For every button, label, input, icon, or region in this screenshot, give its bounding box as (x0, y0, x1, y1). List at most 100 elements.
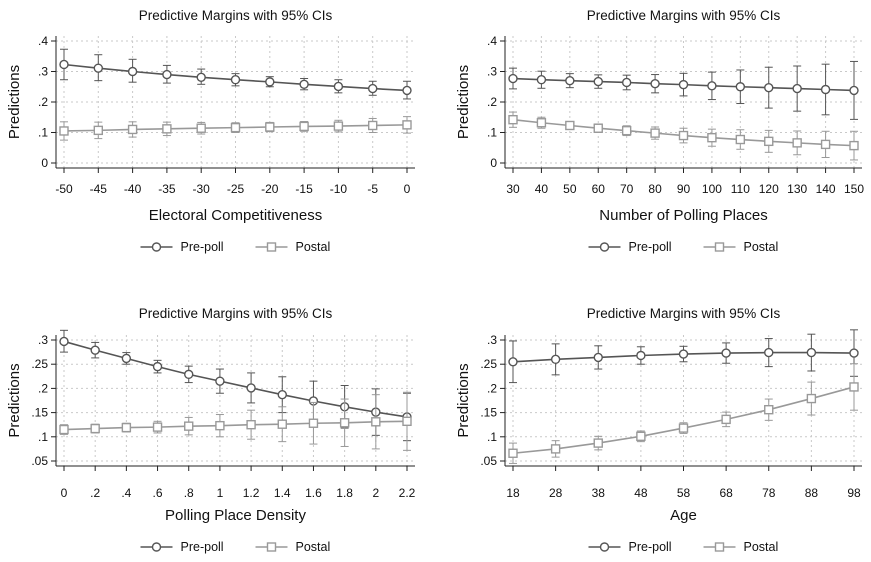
data-point (508, 73, 518, 84)
series-postal (508, 111, 859, 161)
chart-title: Predictive Margins with 95% CIs (587, 8, 781, 23)
data-point (402, 416, 412, 427)
x-tick-label: 70 (620, 182, 634, 196)
data-point (849, 348, 859, 358)
x-tick-label: 120 (759, 182, 779, 196)
y-tick-label: .15 (480, 406, 497, 420)
y-tick-label: .4 (487, 34, 497, 48)
data-point (735, 82, 746, 92)
data-point (508, 448, 518, 458)
data-point (162, 124, 172, 134)
data-point (246, 420, 256, 430)
data-point (90, 345, 100, 355)
data-point (308, 418, 319, 428)
y-tick-label: .15 (31, 406, 48, 420)
y-tick-label: .2 (38, 95, 48, 109)
data-point (650, 128, 660, 138)
x-axis-title: Polling Place Density (165, 507, 306, 524)
chart-title: Predictive Margins with 95% CIs (139, 306, 333, 321)
legend-marker (714, 542, 725, 552)
data-point (806, 393, 817, 404)
data-point (820, 84, 831, 95)
data-point (621, 77, 632, 88)
x-tick-label: 0 (404, 182, 411, 196)
chart-panel-4: Predictive Margins with 95% CIs .05 .1 .15.… (455, 306, 862, 554)
x-tick-label: -40 (124, 182, 142, 196)
y-tick-label: .3 (38, 333, 48, 347)
y-tick-label: .3 (487, 333, 497, 347)
data-point (621, 125, 632, 136)
x-tick-label: 140 (816, 182, 836, 196)
x-tick-label: 2.2 (399, 486, 416, 500)
x-tick-label: 1.6 (305, 486, 322, 500)
legend-label: Pre-poll (629, 540, 672, 554)
y-tick-label: .25 (480, 357, 497, 371)
data-point (184, 421, 194, 431)
data-point (593, 438, 603, 448)
legend-marker (599, 242, 610, 252)
y-axis-title: Predictions (6, 65, 23, 139)
data-point (764, 136, 774, 147)
data-point (196, 72, 206, 82)
data-point (230, 75, 241, 85)
legend-item-pre-poll: Pre-poll (588, 240, 672, 254)
y-tick-label: .1 (487, 430, 497, 444)
data-point (277, 389, 287, 400)
legend-item-pre-poll: Pre-poll (588, 540, 672, 554)
data-point (565, 75, 575, 86)
series-pre-poll (508, 329, 859, 384)
data-point (707, 132, 717, 143)
data-point (265, 77, 275, 87)
data-point (402, 85, 412, 96)
x-axis-title: Electoral Competitiveness (149, 207, 322, 224)
data-point (536, 75, 547, 85)
data-point (764, 82, 774, 93)
x-tick-label: 48 (634, 486, 648, 500)
data-point (402, 120, 412, 130)
y-axis-title: Predictions (455, 65, 472, 139)
data-point (678, 349, 689, 359)
data-point (764, 347, 774, 358)
x-tick-label: 30 (506, 182, 520, 196)
y-tick-label: .1 (38, 430, 48, 444)
data-point (121, 353, 132, 364)
chart-panel-1: Predictive Margins with 95% CIs 0 .1 .2 .3 .4… (6, 8, 415, 254)
data-point (121, 422, 132, 433)
series-postal (508, 363, 859, 464)
data-point (678, 130, 689, 141)
data-point (678, 79, 689, 90)
data-point (735, 134, 746, 145)
legend-label: Pre-poll (181, 540, 224, 554)
data-point (593, 352, 603, 363)
data-point (93, 63, 104, 73)
data-point (246, 383, 256, 393)
x-tick-label: 60 (592, 182, 606, 196)
data-point (299, 79, 309, 90)
x-tick-label: 78 (762, 486, 776, 500)
data-point (184, 369, 194, 380)
data-point (152, 361, 163, 372)
x-tick-label: 68 (719, 486, 733, 500)
y-tick-label: 0 (490, 156, 497, 170)
y-tick-label: .3 (487, 65, 497, 79)
x-tick-label: -30 (193, 182, 211, 196)
data-point (536, 118, 547, 128)
data-point (550, 354, 561, 365)
y-tick-label: .1 (38, 126, 48, 140)
x-tick-label: 1.4 (274, 486, 291, 500)
legend-marker (599, 542, 610, 552)
x-tick-label: -50 (55, 182, 73, 196)
data-point (792, 138, 802, 148)
data-point (707, 81, 717, 91)
legend: Pre-poll Postal (588, 240, 778, 254)
y-tick-label: .25 (31, 357, 48, 371)
x-tick-label: -25 (227, 182, 245, 196)
data-point (59, 424, 69, 435)
x-tick-label: 2 (372, 486, 379, 500)
x-tick-label: .4 (121, 486, 131, 500)
data-point (93, 125, 104, 136)
y-tick-label: .2 (487, 95, 497, 109)
data-point (333, 81, 344, 92)
data-point (90, 423, 100, 434)
